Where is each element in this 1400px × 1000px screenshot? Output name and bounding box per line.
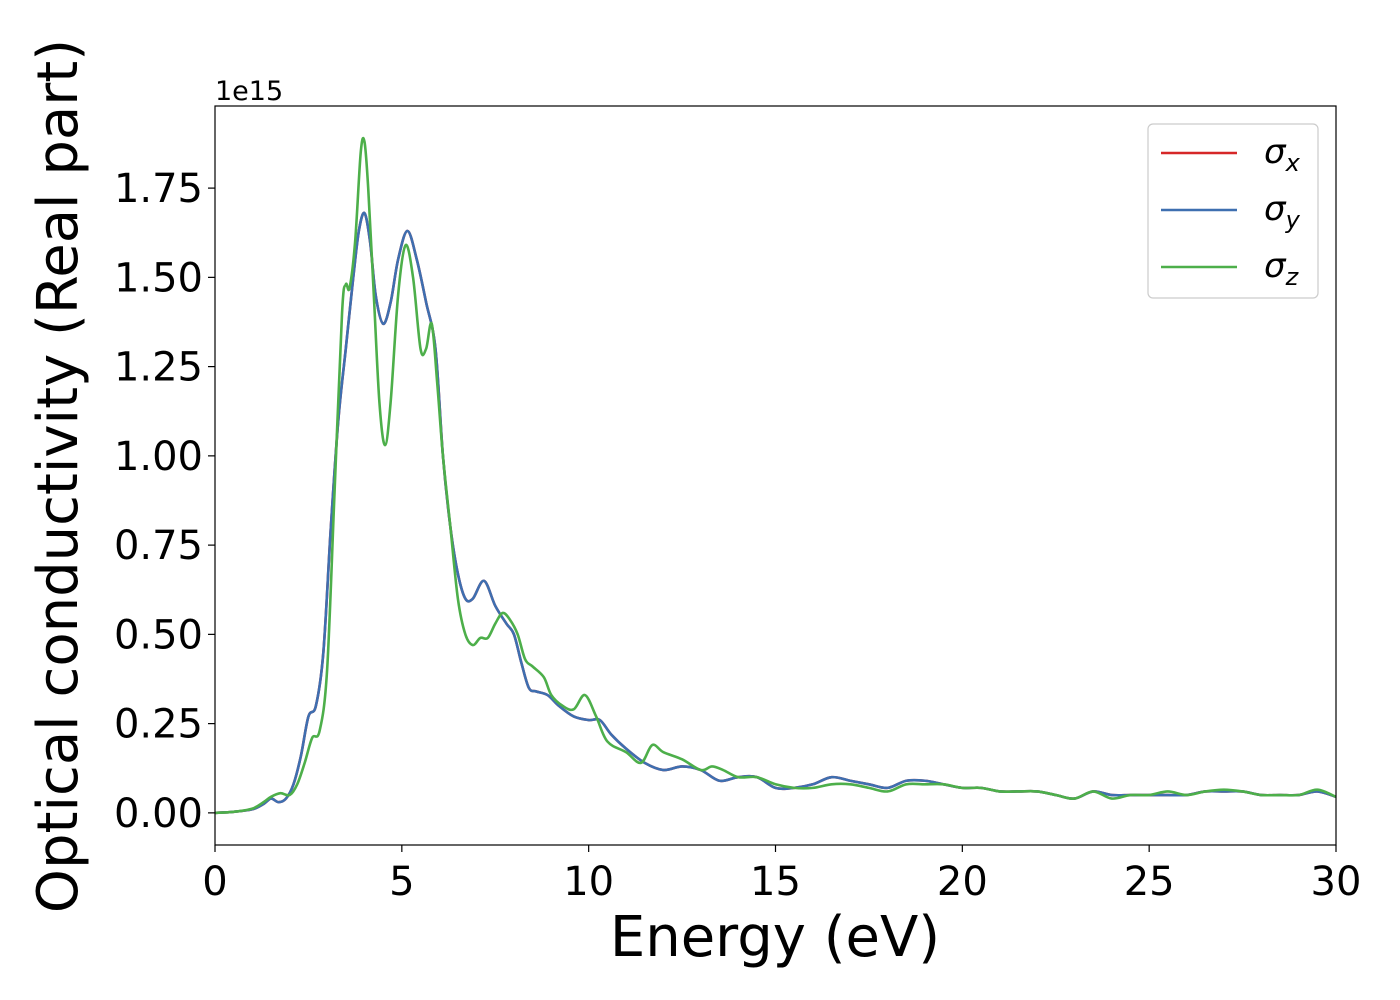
- x-tick-label: 10: [563, 859, 614, 905]
- y-tick-label: 1.50: [114, 255, 203, 301]
- x-tick-label: 30: [1311, 859, 1362, 905]
- x-tick-label: 0: [202, 859, 227, 905]
- x-tick-label: 15: [750, 859, 801, 905]
- x-axis: 0 5 10 15 20 25 30: [202, 845, 1361, 905]
- y-offset-label: 1e15: [215, 76, 283, 107]
- y-axis: 0.00 0.25 0.50 0.75 1.00 1.25 1.50 1.75: [114, 166, 215, 837]
- x-tick-label: 20: [937, 859, 988, 905]
- y-tick-label: 0.00: [114, 791, 203, 837]
- x-tick-label: 5: [389, 859, 414, 905]
- y-tick-label: 1.75: [114, 166, 203, 212]
- series-line-z: [214, 136, 1337, 815]
- y-tick-label: 0.50: [114, 612, 203, 658]
- x-axis-title: Energy (eV): [610, 905, 940, 970]
- y-tick-label: 0.25: [114, 702, 203, 748]
- y-tick-label: 1.00: [114, 434, 203, 480]
- x-tick-label: 25: [1124, 859, 1175, 905]
- y-tick-label: 1.25: [114, 345, 203, 391]
- y-axis-title: Optical conductivity (Real part): [26, 39, 91, 913]
- series-lines: [214, 136, 1337, 815]
- y-tick-label: 0.75: [114, 523, 203, 569]
